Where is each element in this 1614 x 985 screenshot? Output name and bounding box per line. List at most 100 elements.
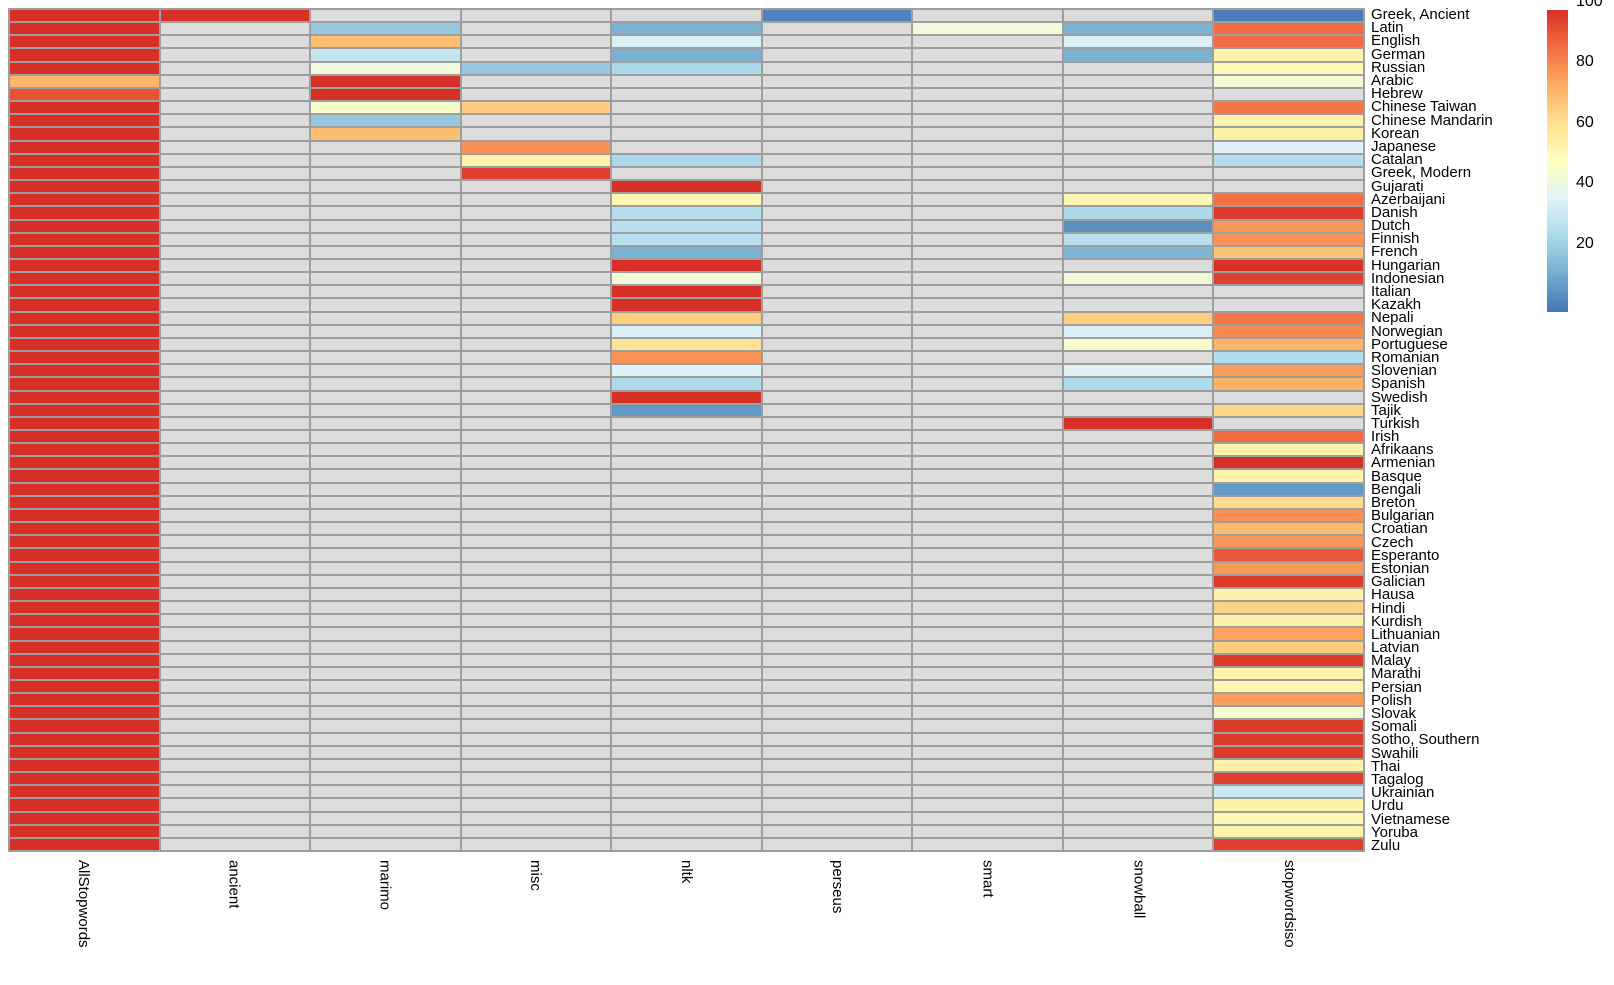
heatmap-cell	[1063, 194, 1213, 206]
heatmap-cell	[1214, 680, 1363, 693]
heatmap-cell	[913, 470, 1062, 482]
heatmap-cell	[1214, 273, 1363, 285]
heatmap-cell	[311, 115, 460, 127]
row-label: Azerbaijani	[1371, 190, 1446, 208]
heatmap-cell	[762, 220, 912, 232]
heatmap-cell	[913, 391, 1062, 403]
heatmap-cell	[612, 746, 761, 758]
heatmap-cell	[913, 746, 1062, 758]
heatmap-cell	[762, 667, 912, 679]
heatmap-cell	[762, 417, 912, 429]
row-label: Indonesian	[1371, 269, 1445, 287]
heatmap-cell	[1214, 207, 1363, 219]
heatmap-cell	[311, 509, 460, 522]
heatmap-cell	[461, 299, 611, 311]
heatmap-cell	[461, 75, 611, 87]
heatmap-cell	[461, 496, 611, 508]
heatmap-cell	[10, 246, 159, 258]
heatmap-cell	[1214, 128, 1363, 140]
heatmap-cell	[461, 141, 611, 153]
heatmap-cell	[1214, 496, 1363, 508]
row-label: Armenian	[1371, 454, 1436, 472]
heatmap-cell	[461, 733, 611, 745]
heatmap-cell	[311, 733, 460, 745]
heatmap-cell	[160, 562, 310, 574]
heatmap-cell	[311, 588, 460, 601]
row-label: Malay	[1371, 652, 1412, 670]
heatmap-cell	[1063, 694, 1213, 706]
heatmap-cell	[10, 615, 159, 627]
heatmap-cell	[612, 75, 761, 87]
heatmap-cell	[612, 220, 761, 232]
heatmap-cell	[762, 431, 912, 443]
heatmap-cell	[160, 654, 310, 666]
heatmap-cell	[762, 378, 912, 390]
heatmap-cell	[612, 299, 761, 311]
heatmap-cell	[160, 746, 310, 758]
heatmap-cell	[612, 720, 761, 732]
heatmap-cell	[10, 654, 159, 666]
heatmap-cell	[1063, 838, 1213, 850]
heatmap-cell	[311, 628, 460, 640]
heatmap-cell	[10, 720, 159, 732]
heatmap-cell	[1063, 36, 1213, 48]
heatmap-cell	[311, 812, 460, 824]
heatmap-cell	[1214, 246, 1363, 258]
heatmap-cell	[762, 746, 912, 758]
heatmap-cell	[160, 338, 310, 351]
row-label: Greek, Modern	[1371, 164, 1472, 182]
heatmap-cell	[612, 812, 761, 824]
heatmap-cell	[10, 75, 159, 87]
row-label: Lithuanian	[1371, 625, 1441, 643]
row-label: Basque	[1371, 467, 1422, 485]
row-label: Croatian	[1371, 520, 1428, 538]
heatmap-cell	[160, 667, 310, 679]
heatmap-cell	[311, 799, 460, 811]
heatmap-cell	[311, 181, 460, 193]
heatmap-cell	[1214, 549, 1363, 561]
heatmap-cell	[160, 259, 310, 272]
heatmap-cell	[311, 667, 460, 679]
heatmap-cell	[762, 338, 912, 351]
heatmap-cell	[612, 10, 761, 22]
heatmap-cell	[612, 365, 761, 377]
heatmap-cell	[1214, 220, 1363, 232]
heatmap-cell	[913, 338, 1062, 351]
heatmap-cell	[461, 694, 611, 706]
heatmap-cell	[461, 391, 611, 403]
heatmap-cell	[10, 181, 159, 193]
heatmap-cell	[1063, 220, 1213, 232]
heatmap-cell	[10, 536, 159, 548]
heatmap-cell	[311, 417, 460, 429]
heatmap-cell	[913, 615, 1062, 627]
heatmap-cell	[1063, 720, 1213, 732]
heatmap-cell	[1214, 602, 1363, 614]
heatmap-cell	[461, 246, 611, 258]
heatmap-cell	[1214, 259, 1363, 272]
heatmap-cell	[10, 259, 159, 272]
heatmap-cell	[1214, 141, 1363, 153]
heatmap-cell	[762, 10, 912, 22]
heatmap-cell	[1063, 444, 1213, 456]
heatmap-cell	[461, 194, 611, 206]
heatmap-cell	[762, 457, 912, 469]
heatmap-cell	[1063, 615, 1213, 627]
heatmap-cell	[1063, 49, 1213, 61]
heatmap-cell	[10, 562, 159, 574]
heatmap-cell	[762, 733, 912, 745]
heatmap-cell	[10, 733, 159, 745]
heatmap-cell	[461, 10, 611, 22]
column-axis-labels: AllStopwords ancient marimo misc nltk perseus…	[0, 860, 1365, 985]
heatmap-cell	[1063, 23, 1213, 35]
heatmap-cell	[1063, 181, 1213, 193]
heatmap-cell	[1063, 233, 1213, 245]
heatmap-cell	[1063, 246, 1213, 258]
heatmap-cell	[461, 115, 611, 127]
heatmap-cell	[762, 575, 912, 587]
heatmap-cell	[612, 312, 761, 324]
heatmap-cell	[913, 562, 1062, 574]
heatmap-cell	[10, 483, 159, 495]
heatmap-cell	[913, 102, 1062, 114]
heatmap-cell	[1214, 799, 1363, 811]
heatmap-cell	[612, 588, 761, 601]
